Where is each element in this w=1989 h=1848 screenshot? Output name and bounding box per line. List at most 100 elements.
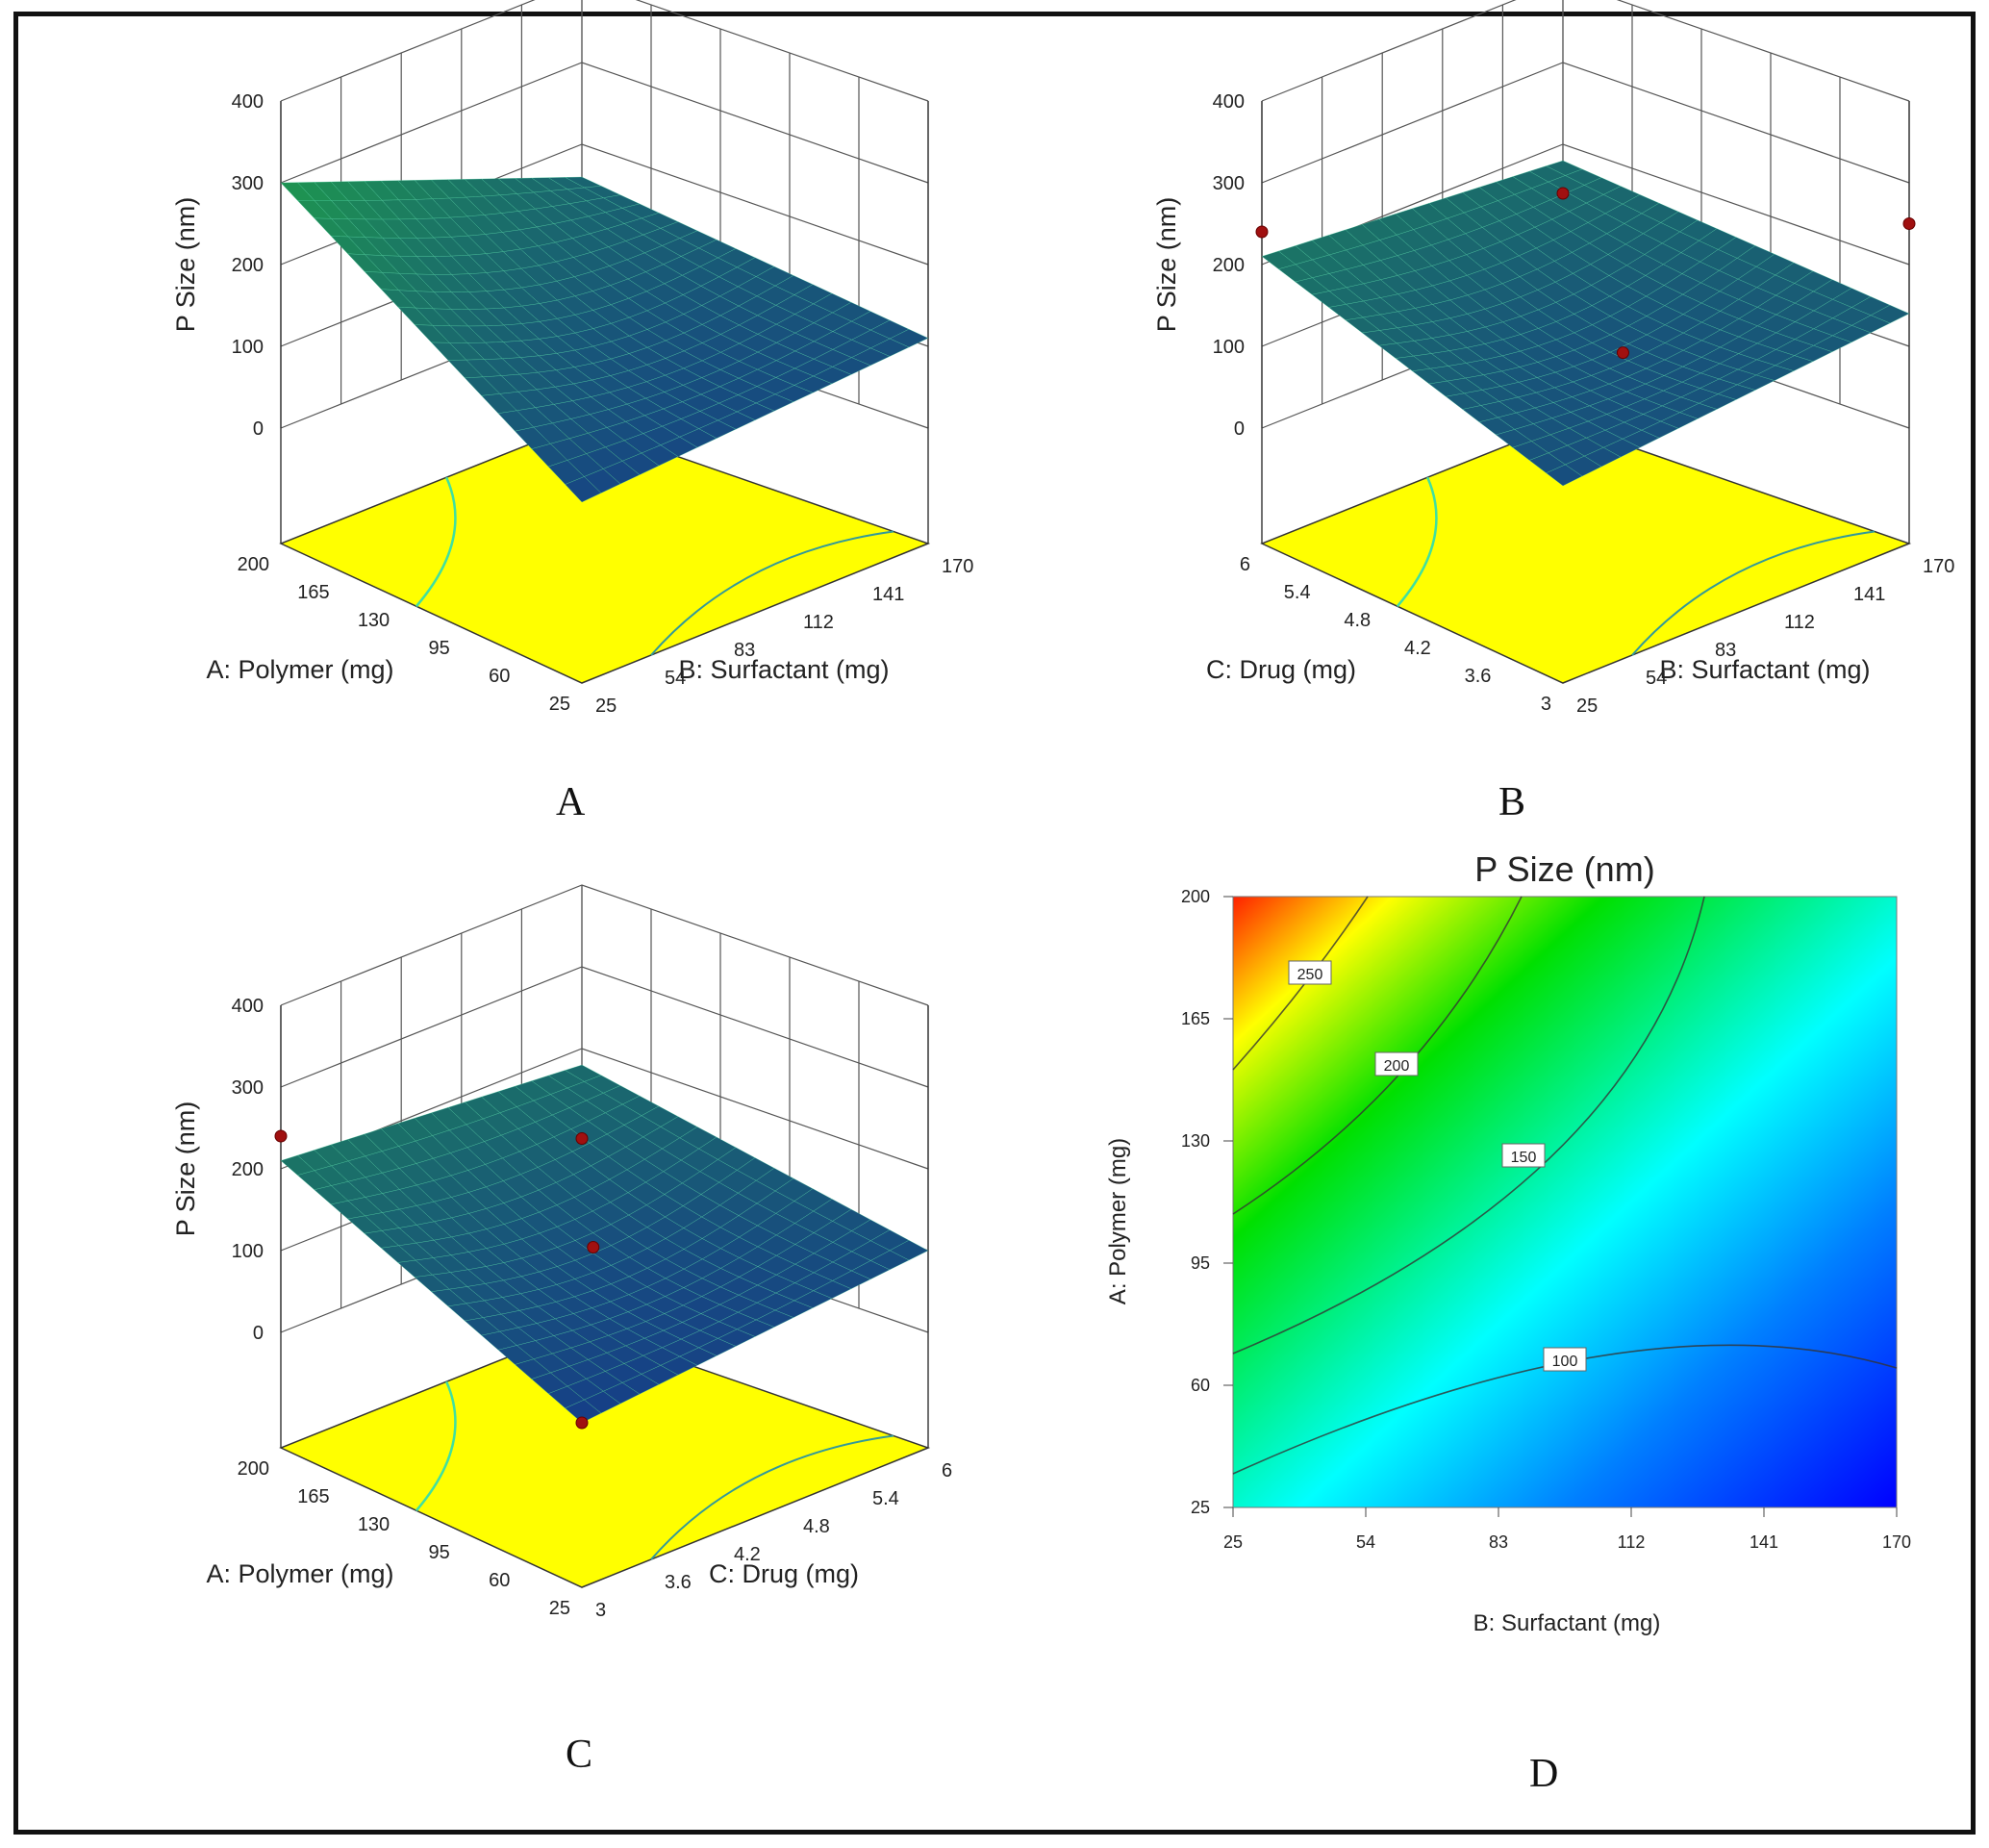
floor-contour [415, 476, 457, 608]
surface-chart-b: 0 100 200 300 400 P Size (nm) 6 5.4 4.8 4.2 3.6 3 C:… [1152, 0, 1954, 717]
left-axis-tick: 60 [489, 666, 510, 687]
z-axis-label: P Size (nm) [1152, 197, 1181, 333]
z-tick-label: 300 [1213, 173, 1245, 194]
contour-level-label: 200 [1384, 1058, 1410, 1075]
left-axis-tick: 60 [489, 1570, 510, 1591]
floor-plane [1260, 422, 1912, 684]
surface-cell [565, 1399, 602, 1424]
floor-plane [279, 422, 931, 684]
design-point [587, 1241, 600, 1253]
y-tick-label: 95 [1191, 1253, 1210, 1273]
left-axis-tick: 3 [1541, 694, 1551, 715]
left-axis-tick: 4.8 [1344, 610, 1371, 631]
z-tick-label: 400 [232, 91, 264, 113]
z-tick-label: 200 [232, 1159, 264, 1180]
contour-level-label: 250 [1297, 967, 1323, 983]
floor-contour [415, 1380, 457, 1512]
left-axis-tick: 5.4 [1284, 582, 1311, 603]
left-axis-tick: 200 [238, 1458, 269, 1480]
contour-field [1233, 897, 1897, 1507]
contour-chart-d: 250 200 150 100 25 54 83 112 141 170 25 60 95 130 165 2… [1105, 849, 1911, 1636]
right-axis-tick: 112 [803, 612, 834, 633]
panel-label-b: B [1498, 780, 1526, 824]
left-axis-tick: 95 [429, 638, 450, 659]
grid-line [280, 62, 929, 184]
design-point [274, 1129, 288, 1143]
contour-level-label: 150 [1511, 1150, 1537, 1166]
right-axis-tick: 54 [1646, 668, 1667, 689]
floor-contour [1631, 530, 1876, 656]
floor-contour [650, 530, 894, 656]
z-tick-label: 200 [1213, 255, 1245, 276]
right-axis-tick: 170 [942, 556, 973, 577]
design-point [575, 1416, 589, 1430]
z-tick-label: 0 [253, 1323, 264, 1344]
y-tick-label: 60 [1191, 1376, 1210, 1395]
design-point [1556, 187, 1570, 200]
panel-label-a: A [556, 780, 586, 824]
z-tick-label: 100 [1213, 337, 1245, 358]
panel-label-c: C [566, 1733, 593, 1777]
right-axis-label: C: Drug (mg) [709, 1559, 859, 1588]
response-surface [280, 176, 929, 503]
contour-label-box [1374, 1051, 1419, 1076]
y-tick-label: 130 [1181, 1131, 1210, 1151]
panel-label-d: D [1529, 1752, 1559, 1796]
grid-line [280, 966, 929, 1088]
right-axis-tick: 54 [665, 668, 686, 689]
contour-level-label: 100 [1552, 1354, 1578, 1370]
z-tick-label: 100 [232, 337, 264, 358]
contour-line [1232, 1344, 1898, 1475]
response-surface [280, 1064, 929, 1424]
right-axis-tick: 83 [1715, 640, 1736, 661]
design-point [1902, 217, 1916, 230]
x-tick-label: 54 [1356, 1532, 1375, 1552]
z-tick-label: 100 [232, 1241, 264, 1262]
z-axis-label: P Size (nm) [171, 1101, 200, 1237]
floor-contour [650, 1434, 894, 1560]
x-tick-label: 141 [1750, 1532, 1778, 1552]
surface-cell [1546, 464, 1583, 487]
surface-chart-c: 0 100 200 300 400 P Size (nm) 200 165 130 95 60 25 A… [171, 884, 952, 1621]
panel-b-surface-plot: 0 100 200 300 400 P Size (nm) 6 5.4 4.8 4.2 3.6 3 C:… [1039, 0, 1981, 824]
left-axis-label: A: Polymer (mg) [206, 1559, 393, 1588]
plot-border [1232, 896, 1898, 1508]
design-point [1616, 346, 1629, 360]
y-axis-label: A: Polymer (mg) [1105, 1138, 1131, 1304]
right-axis-tick: 6 [942, 1460, 952, 1481]
floor-plane [279, 1327, 931, 1588]
left-axis-tick: 25 [549, 1598, 570, 1619]
x-axis-label: B: Surfactant (mg) [1473, 1610, 1661, 1636]
left-axis-tick: 130 [358, 610, 390, 631]
right-axis-tick: 4.8 [803, 1516, 830, 1537]
right-axis-tick: 3.6 [665, 1572, 692, 1593]
right-axis-tick: 25 [1576, 696, 1598, 717]
surface-chart-a: 0 100 200 300 400 P Size (nm) 200 165 130 95 60 25 A… [171, 0, 973, 717]
contour-label-box [1543, 1347, 1587, 1372]
grid-line [280, 884, 929, 1006]
right-axis-label: B: Surfactant (mg) [1659, 655, 1870, 684]
z-tick-label: 200 [232, 255, 264, 276]
x-tick-label: 112 [1618, 1532, 1646, 1552]
panel-d-contour-plot: 250 200 150 100 25 54 83 112 141 170 25 60 95 130 165 2… [1039, 849, 1962, 1818]
right-axis-tick: 25 [595, 696, 617, 717]
design-point [575, 1132, 589, 1145]
panel-a-surface-plot: 0 100 200 300 400 P Size (nm) 200 165 130 95 60 25 A… [58, 0, 1000, 824]
panel-c-surface-plot: 0 100 200 300 400 P Size (nm) 200 165 130 95 60 25 A… [58, 884, 1000, 1777]
z-tick-label: 400 [1213, 91, 1245, 113]
z-axis-label: P Size (nm) [171, 197, 200, 333]
x-tick-label: 83 [1489, 1532, 1508, 1552]
z-tick-label: 0 [253, 418, 264, 440]
left-axis-tick: 165 [297, 1486, 329, 1507]
grid-line [1261, 62, 1910, 184]
contour-label-box [1288, 960, 1332, 985]
y-tick-label: 165 [1181, 1009, 1210, 1028]
surface-cell [565, 476, 602, 503]
left-axis-tick: 200 [238, 554, 269, 575]
x-tick-label: 170 [1882, 1532, 1911, 1552]
right-axis-tick: 141 [1853, 584, 1885, 605]
left-axis-label: A: Polymer (mg) [206, 655, 393, 684]
contour-label-box [1501, 1143, 1546, 1168]
left-axis-tick: 95 [429, 1542, 450, 1563]
right-axis-tick: 5.4 [872, 1488, 899, 1509]
